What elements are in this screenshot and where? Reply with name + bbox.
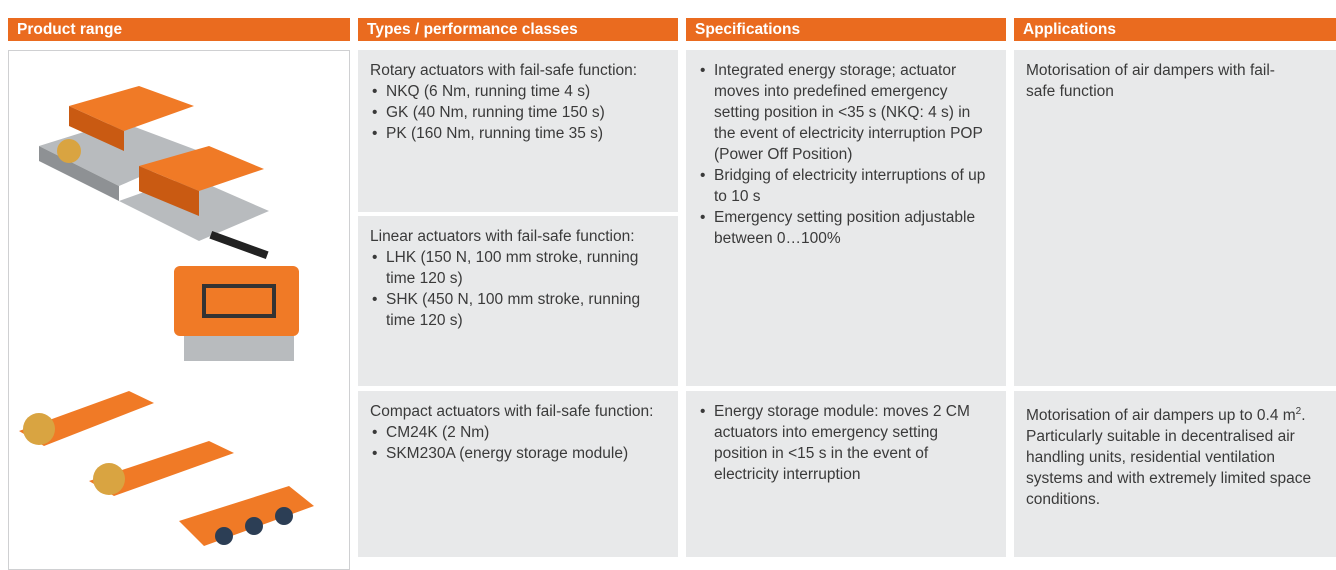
compact-actuator bbox=[19, 391, 314, 546]
applications-cell: Motorisation of air dampers up to 0.4 m2… bbox=[1014, 391, 1336, 557]
header: Applications bbox=[1014, 18, 1336, 41]
superscript: 2 bbox=[1295, 406, 1302, 417]
spec-list: Integrated energy storage; actuator move… bbox=[698, 60, 996, 249]
spec-item: Integrated energy storage; actuator move… bbox=[700, 60, 996, 165]
specifications-cell: Energy storage module: moves 2 CM actuat… bbox=[686, 391, 1006, 557]
type-intro: Rotary actuators with fail-safe function… bbox=[370, 62, 638, 79]
application-text: Motorisation of air dampers up to 0.4 m2… bbox=[1026, 401, 1324, 510]
types-cell: Compact actuators with fail-safe functio… bbox=[358, 391, 678, 557]
type-list: CM24K (2 Nm) SKM230A (energy storage mod… bbox=[370, 422, 668, 464]
spec-item: Bridging of electricity interruptions of… bbox=[700, 165, 996, 207]
application-text: Motorisation of air dampers up to 0.4 m bbox=[1026, 407, 1296, 425]
type-item: LHK (150 N, 100 mm stroke, running time … bbox=[372, 247, 668, 289]
types-cell: Rotary actuators with fail-safe function… bbox=[358, 50, 678, 212]
application-text: Motorisation of air dampers with fail-sa… bbox=[1026, 62, 1275, 100]
product-illustration bbox=[19, 86, 314, 546]
type-intro: Compact actuators with fail-safe functio… bbox=[370, 403, 654, 420]
type-item: SKM230A (energy storage module) bbox=[372, 443, 668, 464]
header: Types / performance classes bbox=[358, 18, 678, 41]
type-list: LHK (150 N, 100 mm stroke, running time … bbox=[370, 247, 668, 331]
type-list: NKQ (6 Nm, running time 4 s) GK (40 Nm, … bbox=[370, 81, 668, 144]
type-item: PK (160 Nm, running time 35 s) bbox=[372, 123, 668, 144]
page: {"table": { "headers": ["Product range",… bbox=[0, 0, 1336, 557]
spec-list: Energy storage module: moves 2 CM actuat… bbox=[698, 401, 992, 485]
type-item: SHK (450 N, 100 mm stroke, running time … bbox=[372, 289, 668, 331]
rotary-actuator bbox=[119, 146, 269, 260]
linear-actuator bbox=[174, 266, 299, 361]
applications-cell: Motorisation of air dampers with fail-sa… bbox=[1014, 50, 1336, 386]
type-intro: Linear actuators with fail-safe function… bbox=[370, 228, 635, 245]
spec-item: Energy storage module: moves 2 CM actuat… bbox=[700, 401, 992, 485]
specifications-cell: Integrated energy storage; actuator move… bbox=[686, 50, 1006, 386]
product-images bbox=[8, 50, 350, 570]
type-item: CM24K (2 Nm) bbox=[372, 422, 668, 443]
types-cell: Linear actuators with fail-safe function… bbox=[358, 216, 678, 386]
header: Specifications bbox=[686, 18, 1006, 41]
type-item: NKQ (6 Nm, running time 4 s) bbox=[372, 81, 668, 102]
type-item: GK (40 Nm, running time 150 s) bbox=[372, 102, 668, 123]
rotary-actuator bbox=[39, 86, 199, 201]
application-text: . Particularly suitable in decentralised… bbox=[1026, 407, 1312, 509]
spec-item: Emergency setting position adjustable be… bbox=[700, 207, 996, 249]
header: Product range bbox=[8, 18, 350, 41]
